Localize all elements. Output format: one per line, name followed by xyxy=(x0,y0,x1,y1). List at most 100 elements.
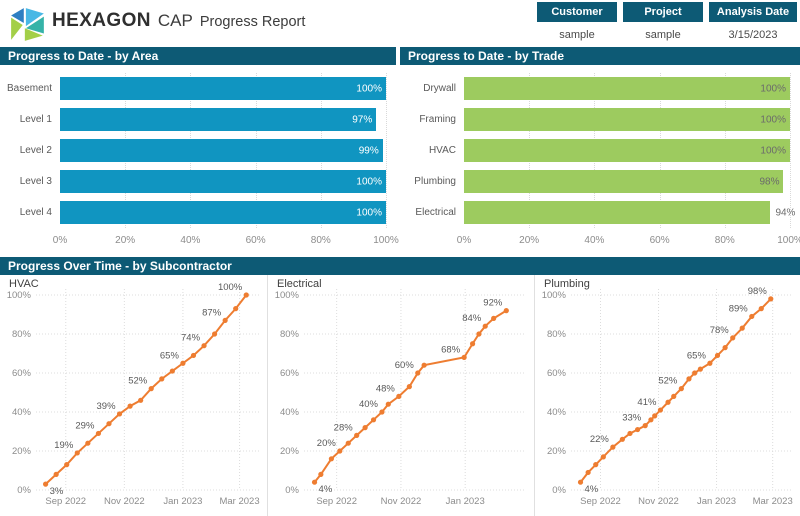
data-point[interactable] xyxy=(749,313,755,320)
data-point[interactable] xyxy=(318,471,324,477)
data-point[interactable] xyxy=(345,440,351,446)
data-point[interactable] xyxy=(406,384,412,390)
data-point[interactable] xyxy=(476,331,482,337)
data-point[interactable] xyxy=(43,481,49,487)
data-point[interactable] xyxy=(686,376,692,382)
data-point[interactable] xyxy=(169,368,175,374)
bar-level-2[interactable] xyxy=(60,139,383,162)
data-point[interactable] xyxy=(707,360,713,366)
data-point[interactable] xyxy=(619,436,625,442)
data-point[interactable] xyxy=(758,306,764,312)
data-point[interactable] xyxy=(138,397,144,403)
x-axis-tick-label: Sep 2022 xyxy=(316,496,357,507)
analysis-date-label: Analysis Date xyxy=(709,2,797,22)
data-point[interactable] xyxy=(354,432,360,438)
data-point[interactable] xyxy=(311,479,318,485)
data-label: 65% xyxy=(687,350,707,361)
product-name: CAP xyxy=(157,11,193,30)
bar-plumbing[interactable] xyxy=(464,170,784,193)
data-point[interactable] xyxy=(482,323,488,329)
y-axis-tick-label: 60% xyxy=(12,368,32,379)
y-axis-tick-label: 0% xyxy=(285,485,299,496)
data-label: 89% xyxy=(729,303,749,314)
data-point[interactable] xyxy=(671,393,677,399)
data-point[interactable] xyxy=(396,393,402,399)
data-point[interactable] xyxy=(652,413,658,419)
data-point[interactable] xyxy=(85,440,91,446)
data-point[interactable] xyxy=(53,471,59,477)
data-point[interactable] xyxy=(379,409,385,415)
bar-basement[interactable] xyxy=(60,77,386,100)
data-point[interactable] xyxy=(211,331,218,337)
bar-level-4[interactable] xyxy=(60,201,386,224)
data-point[interactable] xyxy=(648,417,654,423)
x-axis-tick-label: Nov 2022 xyxy=(104,496,145,507)
data-point[interactable] xyxy=(337,448,343,454)
data-point[interactable] xyxy=(722,345,728,351)
data-point[interactable] xyxy=(243,292,249,298)
data-point[interactable] xyxy=(415,370,421,376)
data-point[interactable] xyxy=(421,362,427,368)
bar-value-label: 100% xyxy=(356,207,382,218)
data-point[interactable] xyxy=(692,370,698,376)
bar-level-1[interactable] xyxy=(60,108,377,131)
x-axis-tick-label: Mar 2023 xyxy=(753,496,793,507)
bar-value-label: 100% xyxy=(760,83,786,94)
data-point[interactable] xyxy=(642,423,648,429)
bar-framing[interactable] xyxy=(464,108,790,131)
data-point[interactable] xyxy=(585,469,591,476)
data-point[interactable] xyxy=(201,343,207,349)
data-point[interactable] xyxy=(362,425,368,431)
data-point[interactable] xyxy=(739,325,745,331)
x-axis-tick-label: Sep 2022 xyxy=(580,496,621,507)
data-point[interactable] xyxy=(385,401,391,407)
gridline xyxy=(790,73,791,228)
data-point[interactable] xyxy=(190,352,197,359)
data-label: 4% xyxy=(585,484,599,495)
data-point[interactable] xyxy=(106,421,112,427)
data-point[interactable] xyxy=(730,335,736,341)
data-point[interactable] xyxy=(127,403,133,409)
info-box-customer: Customer sample xyxy=(537,2,617,41)
data-point[interactable] xyxy=(600,454,606,460)
data-point[interactable] xyxy=(503,308,509,314)
data-point[interactable] xyxy=(657,407,664,413)
data-point[interactable] xyxy=(148,386,154,392)
data-point[interactable] xyxy=(222,317,228,323)
data-label: 78% xyxy=(710,325,730,336)
data-point[interactable] xyxy=(116,411,123,417)
data-point[interactable] xyxy=(577,479,584,485)
bar-rows: Drywall 100% Framing 100% HVAC 100% Plumbing 98… xyxy=(400,73,795,228)
data-point[interactable] xyxy=(491,315,497,321)
bar-level-3[interactable] xyxy=(60,170,386,193)
data-point[interactable] xyxy=(665,399,671,405)
data-point[interactable] xyxy=(610,444,616,450)
data-point[interactable] xyxy=(64,462,70,468)
data-point[interactable] xyxy=(697,366,703,372)
data-point[interactable] xyxy=(180,360,186,366)
data-point[interactable] xyxy=(74,450,80,456)
plot-area: Basement 100% Level 1 97% Level 2 99% Level 3 1… xyxy=(0,65,396,228)
data-point[interactable] xyxy=(627,430,633,437)
bar-electrical[interactable] xyxy=(464,201,771,224)
hexagon-logo-icon xyxy=(11,8,44,41)
data-point[interactable] xyxy=(461,354,467,360)
data-point[interactable] xyxy=(233,306,239,312)
data-point[interactable] xyxy=(634,426,641,433)
data-point[interactable] xyxy=(95,430,102,437)
data-point[interactable] xyxy=(678,386,684,392)
bar-value-label: 100% xyxy=(760,114,786,125)
data-point[interactable] xyxy=(593,462,599,468)
progress-line xyxy=(44,294,248,485)
data-point[interactable] xyxy=(768,296,774,302)
data-point[interactable] xyxy=(469,341,476,347)
bar-row: Framing 100% xyxy=(400,104,790,135)
data-point[interactable] xyxy=(714,352,721,359)
data-point[interactable] xyxy=(370,417,377,423)
bar-drywall[interactable] xyxy=(464,77,790,100)
data-point[interactable] xyxy=(328,456,334,462)
data-point[interactable] xyxy=(159,376,165,382)
section-title-by-trade: Progress to Date - by Trade xyxy=(400,47,800,65)
bar-hvac[interactable] xyxy=(464,139,790,162)
data-label: 52% xyxy=(128,376,148,387)
